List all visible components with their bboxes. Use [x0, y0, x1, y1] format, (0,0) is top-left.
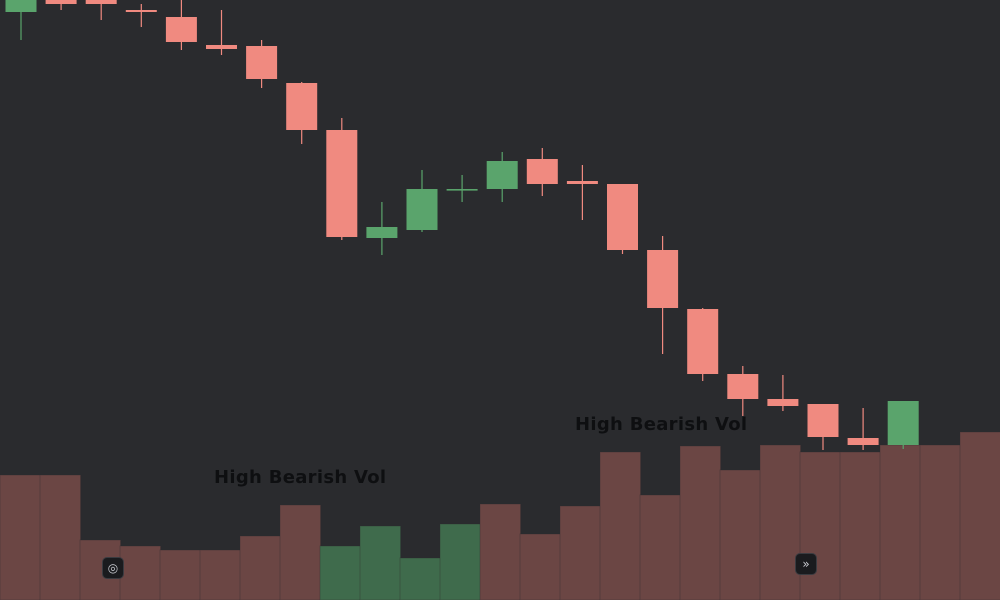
volume-bar	[399, 557, 442, 600]
volume-bar	[119, 545, 162, 600]
candle-body	[406, 189, 438, 230]
candle-body	[85, 0, 117, 4]
volume-bar	[39, 474, 82, 600]
candle	[85, 0, 117, 20]
reset-view-button[interactable]: ◎	[102, 557, 124, 579]
volume-bar	[759, 444, 802, 600]
volume-bar	[439, 523, 482, 600]
volume-bar	[559, 505, 602, 600]
volume-bar	[319, 545, 362, 600]
candle-body	[366, 227, 398, 238]
candle	[847, 408, 879, 450]
candle-body	[125, 10, 157, 12]
candle	[526, 148, 558, 196]
candle	[807, 404, 839, 450]
candle	[326, 118, 358, 240]
volume-bar	[279, 504, 322, 600]
candle-body	[246, 46, 278, 79]
volume-bar	[919, 444, 962, 600]
candle-body	[767, 399, 799, 406]
price-candles	[5, 0, 919, 450]
volume-bar	[359, 525, 402, 600]
volume-bar	[199, 549, 242, 600]
candle	[687, 308, 719, 381]
candle-body	[647, 250, 679, 308]
candle-body	[847, 438, 879, 445]
candle-body	[446, 189, 478, 191]
volume-bar	[839, 451, 882, 600]
candle-body	[5, 0, 37, 12]
volume-bar	[239, 535, 282, 600]
volume-bar	[519, 533, 562, 600]
volume-bar	[799, 451, 842, 600]
candle-body	[526, 159, 558, 184]
candle	[767, 375, 799, 411]
volume-bar	[719, 469, 762, 600]
candle-body	[206, 45, 237, 49]
candle	[647, 236, 679, 354]
scroll-right-icon: »	[802, 557, 810, 571]
volume-bar	[679, 445, 722, 600]
candle	[607, 184, 638, 254]
volume-bar	[159, 549, 202, 600]
candle	[246, 40, 278, 88]
annotation-high-bearish-vol-1: High Bearish Vol	[214, 467, 387, 488]
candle-body	[486, 161, 518, 189]
annotation-high-bearish-vol-2: High Bearish Vol	[575, 414, 748, 435]
candle	[286, 82, 318, 144]
reset-icon: ◎	[107, 561, 119, 575]
candle	[727, 366, 759, 416]
candle	[406, 170, 438, 232]
volume-bar	[0, 474, 42, 600]
candle-body	[727, 374, 759, 399]
candle	[566, 165, 598, 220]
volume-bar	[959, 431, 1000, 600]
candle-body	[566, 181, 598, 184]
candle-body	[687, 309, 719, 374]
candle-body	[887, 401, 919, 445]
candle	[486, 152, 518, 202]
candle	[165, 0, 197, 50]
candle	[206, 10, 237, 55]
candle	[887, 401, 919, 449]
volume-bar	[479, 503, 522, 600]
candle	[366, 202, 398, 255]
candle-body	[326, 130, 358, 237]
volume-bar	[599, 451, 642, 600]
candle-body	[165, 17, 197, 42]
candle-body	[286, 83, 318, 130]
volume-bars	[0, 431, 1000, 600]
candle	[45, 0, 77, 10]
scroll-to-latest-button[interactable]: »	[795, 553, 817, 575]
candle	[446, 175, 478, 202]
candle-body	[45, 0, 77, 4]
candle	[125, 4, 157, 27]
volume-bar	[639, 494, 682, 600]
volume-bar	[879, 444, 922, 600]
candle-body	[607, 184, 638, 250]
candle	[5, 0, 37, 40]
candle-body	[807, 404, 839, 437]
